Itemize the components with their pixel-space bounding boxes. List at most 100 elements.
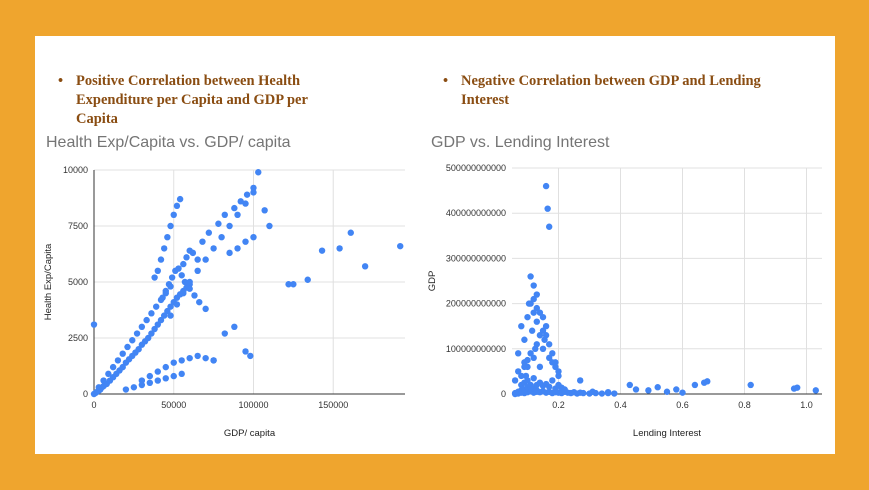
data-point (250, 184, 257, 192)
data-point (532, 345, 539, 352)
data-point (521, 363, 528, 371)
data-point (231, 204, 238, 212)
data-point (186, 278, 193, 286)
data-point (218, 234, 225, 241)
data-point (679, 389, 686, 396)
data-point (189, 249, 197, 257)
data-point (536, 309, 544, 316)
data-point (159, 294, 166, 301)
x-tick-label: 1.0 (800, 400, 813, 410)
data-point (175, 265, 182, 272)
data-point (154, 368, 161, 375)
data-point (626, 381, 633, 389)
data-point (202, 354, 209, 362)
data-point (290, 281, 297, 288)
data-point (130, 384, 138, 391)
data-point (522, 372, 530, 380)
data-point (247, 352, 254, 360)
data-point (541, 336, 548, 343)
data-point (170, 211, 177, 218)
data-point (167, 312, 174, 319)
data-point (109, 363, 117, 371)
data-point (205, 229, 213, 236)
data-point (178, 272, 185, 279)
data-point (194, 267, 201, 274)
data-point (243, 191, 251, 198)
data-point (196, 298, 203, 306)
data-point (154, 377, 161, 384)
data-point (812, 387, 819, 394)
y-tick-label: 7500 (68, 221, 88, 231)
y-tick-label: 100000000000 (446, 344, 506, 354)
data-point (527, 384, 534, 391)
data-point (167, 222, 174, 230)
x-tick-label: 0 (91, 400, 96, 410)
y-tick-label: 300000000000 (446, 253, 506, 263)
data-point (546, 383, 553, 390)
data-point (518, 323, 525, 330)
data-point (114, 357, 122, 364)
data-point (536, 332, 544, 339)
data-point (654, 384, 661, 391)
data-point (515, 368, 522, 375)
y-tick-label: 200000000000 (446, 299, 506, 309)
data-point (533, 318, 540, 325)
x-tick-label: 0.2 (552, 400, 565, 410)
bullet-positive-correlation: • Positive Correlation between Health Ex… (58, 72, 346, 129)
data-point (237, 198, 244, 205)
data-point (530, 282, 537, 289)
data-point (604, 388, 612, 396)
data-point (530, 295, 537, 303)
data-point (178, 370, 185, 378)
data-point (533, 291, 540, 298)
data-point (527, 350, 534, 357)
data-point (285, 281, 292, 288)
data-point (546, 341, 553, 348)
data-point (105, 370, 112, 378)
data-point (170, 372, 177, 380)
data-point (168, 274, 176, 281)
data-point (194, 256, 201, 263)
x-tick-label: 150000 (318, 400, 348, 410)
data-point (546, 354, 553, 362)
data-point (549, 377, 556, 384)
data-point (181, 278, 189, 286)
data-point (555, 368, 562, 375)
data-point (580, 389, 587, 397)
data-point (544, 205, 551, 212)
data-point (261, 207, 268, 214)
data-point (146, 379, 154, 386)
data-point (133, 330, 141, 337)
data-point (539, 345, 547, 352)
data-point (164, 234, 171, 241)
data-point (178, 357, 185, 364)
data-point (151, 325, 158, 333)
y-tick-label: 400000000000 (446, 208, 506, 218)
data-point (162, 375, 169, 382)
data-point (266, 222, 273, 230)
data-point (180, 290, 187, 297)
data-point (202, 305, 209, 313)
data-point (673, 386, 680, 393)
data-point (215, 220, 222, 227)
data-point (530, 374, 537, 382)
data-point (347, 229, 354, 236)
data-point (226, 249, 233, 257)
data-point (221, 330, 228, 337)
data-point (645, 387, 652, 394)
data-point (704, 378, 711, 385)
data-point (530, 354, 537, 362)
data-point (151, 274, 158, 281)
data-point (539, 327, 547, 334)
data-point (186, 285, 193, 292)
x-tick-label: 50000 (161, 400, 186, 410)
y-tick-label: 500000000000 (446, 163, 506, 173)
data-point (549, 350, 556, 357)
data-point (234, 245, 241, 252)
data-point (164, 307, 171, 315)
data-point (160, 245, 168, 252)
data-point (154, 267, 161, 274)
data-point (173, 301, 181, 308)
data-point (255, 169, 262, 176)
